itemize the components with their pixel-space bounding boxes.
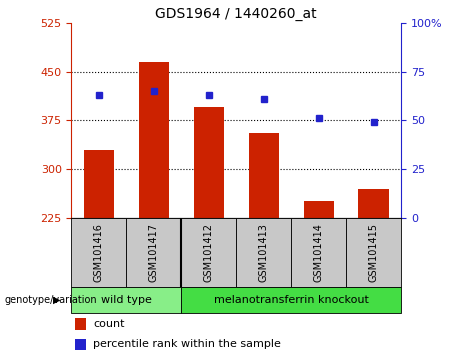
Text: GSM101413: GSM101413 (259, 223, 269, 282)
Bar (126, 218, 181, 287)
Text: GSM101415: GSM101415 (369, 223, 378, 282)
Bar (84, 149, 114, 218)
Text: GSM101417: GSM101417 (149, 223, 159, 282)
Bar (236, 218, 291, 287)
Bar (139, 62, 169, 218)
Text: melanotransferrin knockout: melanotransferrin knockout (214, 295, 369, 305)
Bar (291, 218, 346, 287)
Text: ▶: ▶ (53, 295, 60, 305)
Bar (346, 218, 401, 287)
Bar (75, 318, 86, 330)
Text: genotype/variation: genotype/variation (5, 295, 97, 305)
Text: GSM101412: GSM101412 (204, 223, 214, 282)
Text: count: count (93, 319, 124, 329)
Title: GDS1964 / 1440260_at: GDS1964 / 1440260_at (155, 7, 317, 21)
Bar (181, 287, 401, 313)
Bar (75, 338, 86, 350)
Bar (359, 188, 389, 218)
Text: wild type: wild type (101, 295, 152, 305)
Bar (248, 133, 279, 218)
Text: percentile rank within the sample: percentile rank within the sample (93, 339, 281, 349)
Bar (71, 287, 181, 313)
Bar (303, 201, 334, 218)
Text: GSM101416: GSM101416 (94, 223, 104, 282)
Text: GSM101414: GSM101414 (313, 223, 324, 282)
Bar (71, 218, 126, 287)
Bar (181, 218, 236, 287)
Bar (194, 107, 224, 218)
